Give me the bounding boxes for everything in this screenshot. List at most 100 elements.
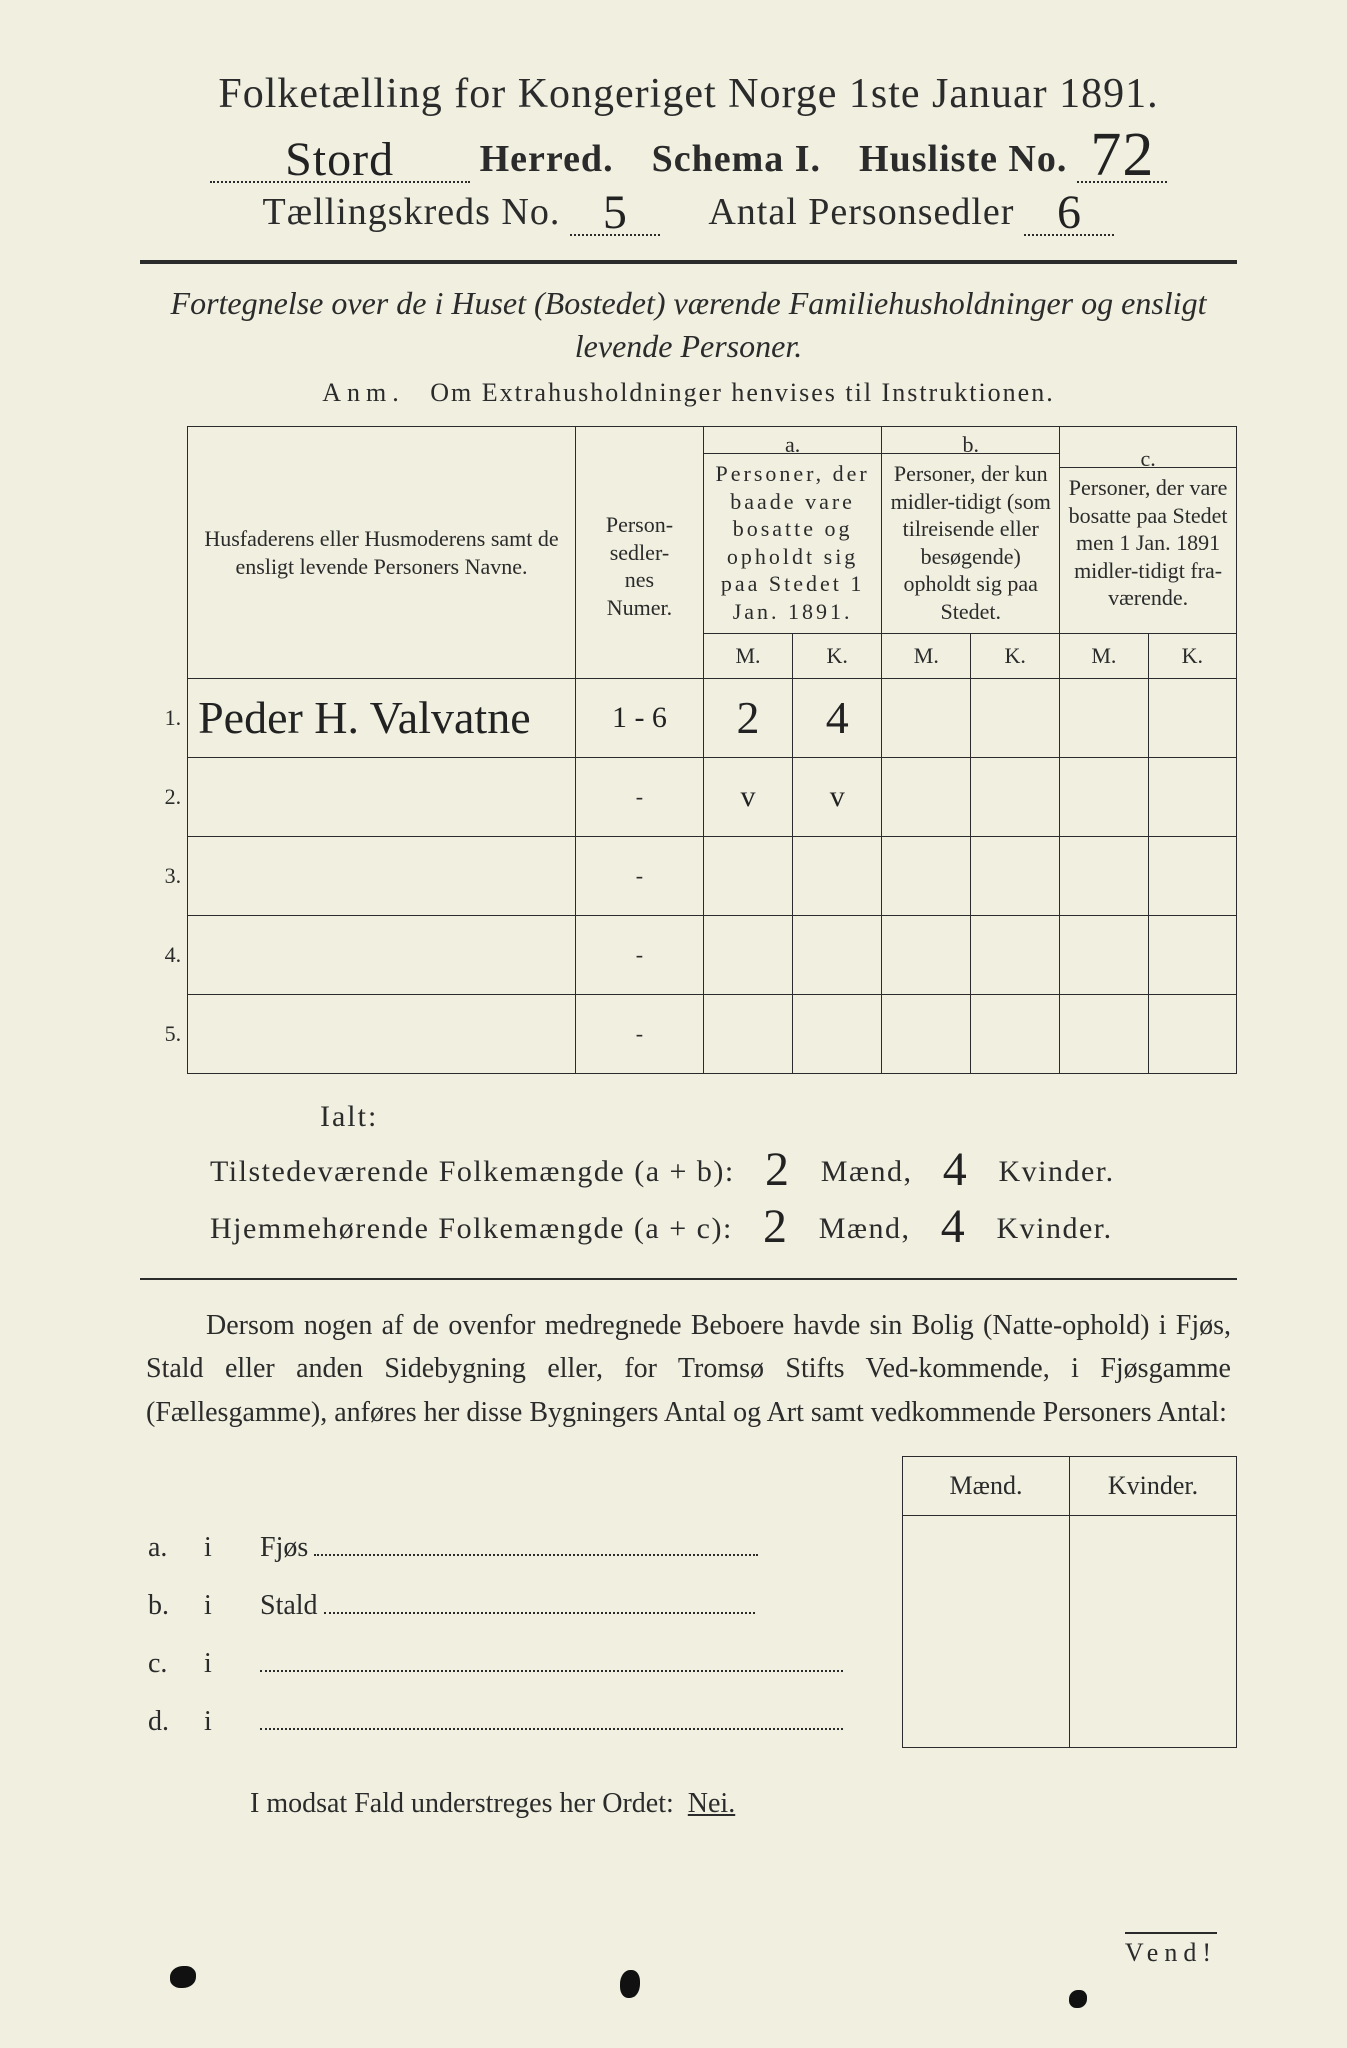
row-num: -: [575, 836, 703, 915]
col-b-m: M.: [882, 634, 971, 679]
sum1-m: 2: [765, 1148, 791, 1191]
row-b-k: [971, 836, 1060, 915]
outb-i: i: [196, 1632, 252, 1690]
row-number: 4.: [140, 915, 188, 994]
row-a-m: 2: [737, 692, 760, 743]
outb-m-val: [903, 1632, 1070, 1690]
row-num: -: [575, 757, 703, 836]
col-num-header: Person- sedler- nes Numer.: [606, 512, 673, 620]
row-c-m: [1060, 915, 1148, 994]
outb-head-k: Kvinder.: [1070, 1457, 1237, 1516]
outb-k-val: [1070, 1690, 1237, 1748]
row-b-m: [882, 915, 971, 994]
col-name-header: Husfaderens eller Husmoderens samt de en…: [204, 526, 558, 579]
sum-m-label: Mænd,: [821, 1155, 913, 1189]
outb-k-val: [1070, 1632, 1237, 1690]
outb-k-val: [1070, 1516, 1237, 1574]
table-row: 5. -: [140, 994, 1237, 1073]
nei-pre: I modsat Fald understreges her Ordet:: [250, 1788, 674, 1819]
header-line-2: Tællingskreds No. 5 Antal Personsedler 6: [140, 187, 1237, 236]
row-a-m: v: [741, 780, 756, 813]
row-c-k: [1148, 915, 1236, 994]
row-c-k: [1148, 757, 1236, 836]
outb-letter: b.: [140, 1574, 196, 1632]
outb-name: Fjøs: [260, 1532, 308, 1563]
outb-row: d. i: [140, 1690, 1237, 1748]
col-a-header: Personer, der baade vare bosatte og opho…: [716, 461, 870, 624]
outb-head-m: Mænd.: [903, 1457, 1070, 1516]
col-b-label: b.: [882, 427, 1059, 454]
document-title: Folketælling for Kongeriget Norge 1ste J…: [140, 70, 1237, 118]
sum-m-label-2: Mænd,: [819, 1212, 911, 1246]
ink-blot: [170, 1966, 196, 1988]
row-a-k: v: [830, 780, 845, 813]
sum2-label: Hjemmehørende Folkemængde (a + c):: [210, 1212, 733, 1246]
row-c-k: [1148, 836, 1236, 915]
outb-k-val: [1070, 1574, 1237, 1632]
row-name: [188, 915, 576, 994]
row-a-m: [703, 915, 792, 994]
antal-label: Antal Personsedler: [708, 190, 1014, 234]
table-row: 2. - v v: [140, 757, 1237, 836]
outb-letter: a.: [140, 1516, 196, 1574]
table-row: 3. -: [140, 836, 1237, 915]
anm-label: Anm.: [322, 378, 405, 407]
outb-row: c. i: [140, 1632, 1237, 1690]
row-a-k: 4: [826, 692, 849, 743]
outb-letter: c.: [140, 1632, 196, 1690]
outbuildings-table: Mænd. Kvinder. a. i Fjøs b. i Stald c. i…: [140, 1456, 1237, 1748]
row-c-k: [1148, 994, 1236, 1073]
kreds-label: Tællingskreds No.: [263, 190, 561, 234]
husliste-label: Husliste No.: [859, 137, 1067, 181]
row-b-k: [971, 757, 1060, 836]
col-c-k: K.: [1148, 634, 1236, 679]
row-a-k: [793, 836, 882, 915]
col-a-k: K.: [793, 634, 882, 679]
outb-i: i: [196, 1690, 252, 1748]
table-row: 4. -: [140, 915, 1237, 994]
row-name: [188, 836, 576, 915]
col-b-k: K.: [971, 634, 1060, 679]
col-c-header: Personer, der vare bosatte paa Stedet me…: [1069, 475, 1228, 610]
row-b-k: [971, 915, 1060, 994]
census-form-page: Folketælling for Kongeriget Norge 1ste J…: [0, 0, 1347, 2048]
row-c-m: [1060, 757, 1148, 836]
rule-1: [140, 260, 1237, 264]
outb-row: b. i Stald: [140, 1574, 1237, 1632]
row-number: 1.: [140, 678, 188, 757]
row-b-m: [882, 836, 971, 915]
outb-i: i: [196, 1574, 252, 1632]
sum-k-label-2: Kvinder.: [996, 1212, 1112, 1246]
sum-line-resident: Hjemmehørende Folkemængde (a + c): 2 Mæn…: [210, 1201, 1237, 1248]
ink-blot: [1069, 1990, 1087, 2008]
row-a-k: [793, 915, 882, 994]
schema-label: Schema I.: [652, 137, 821, 181]
row-name: Peder H. Valvatne: [198, 692, 531, 743]
row-number: 2.: [140, 757, 188, 836]
households-table: Husfaderens eller Husmoderens samt de en…: [140, 426, 1237, 1074]
ialt-label: Ialt:: [320, 1100, 1237, 1134]
row-number: 3.: [140, 836, 188, 915]
outb-i: i: [196, 1516, 252, 1574]
row-b-k: [971, 994, 1060, 1073]
col-a-m: M.: [703, 634, 792, 679]
sum2-k: 4: [941, 1205, 967, 1248]
ink-blot: [620, 1970, 640, 1998]
kreds-value: 5: [603, 191, 628, 234]
nei-word: Nei.: [688, 1788, 735, 1819]
header-line-1: Stord Herred. Schema I. Husliste No. 72: [140, 124, 1237, 183]
row-a-k: [793, 994, 882, 1073]
row-num: 1 - 6: [612, 701, 667, 734]
row-number: 5.: [140, 994, 188, 1073]
anm-line: Anm. Om Extrahusholdninger henvises til …: [140, 378, 1237, 408]
sum1-k: 4: [943, 1148, 969, 1191]
sum-line-present: Tilstedeværende Folkemængde (a + b): 2 M…: [210, 1144, 1237, 1191]
vend-label: Vend!: [1125, 1932, 1217, 1968]
outb-m-val: [903, 1574, 1070, 1632]
herred-value: Stord: [285, 138, 394, 181]
antal-value: 6: [1057, 191, 1082, 234]
table-row: 1. Peder H. Valvatne 1 - 6 2 4: [140, 678, 1237, 757]
outb-letter: d.: [140, 1690, 196, 1748]
row-c-m: [1060, 994, 1148, 1073]
outbuilding-paragraph: Dersom nogen af de ovenfor medregnede Be…: [146, 1304, 1231, 1434]
